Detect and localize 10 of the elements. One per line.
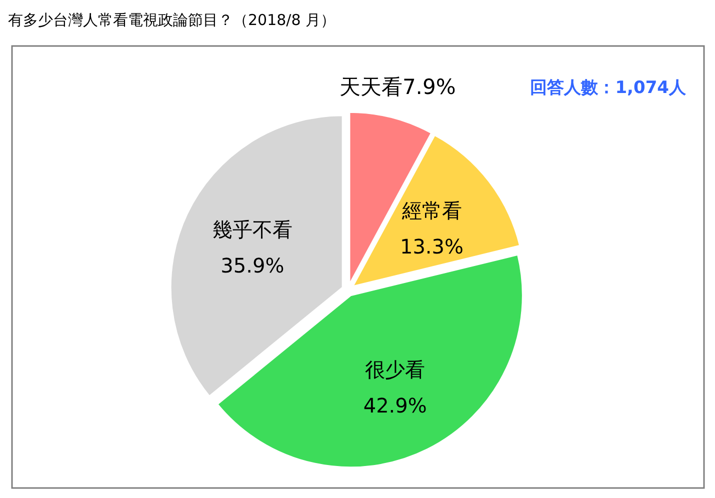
chart-title: 有多少台灣人常看電視政論節目？（2018/8 月） [8,11,336,29]
text: 回答人數：1,074人 [530,78,687,98]
slice-label: 很少看 [365,358,426,382]
slice-label: 天天看 [339,75,402,100]
slice-label: 經常看 [400,198,462,222]
slice-label: 幾乎不看 [212,218,292,242]
data-label: 13.3% [400,234,464,258]
data-label: 42.9% [363,394,427,418]
data-label: 7.9% [402,75,456,100]
data-label: 35.9% [220,254,284,278]
